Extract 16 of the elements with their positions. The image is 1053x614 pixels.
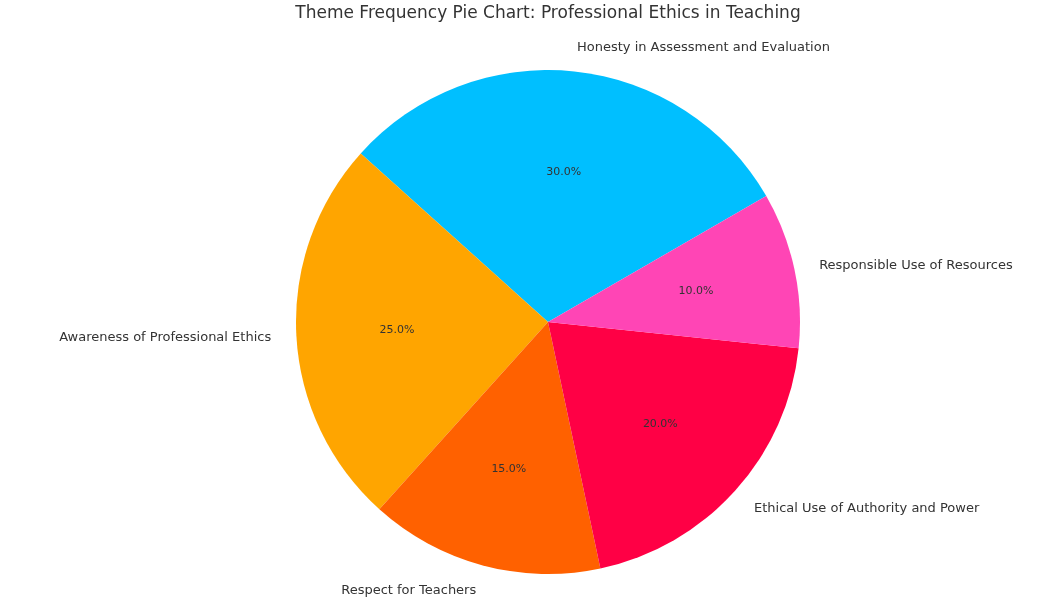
data-label: 15.0% — [491, 461, 527, 475]
pie-slice — [548, 322, 799, 569]
pie-slice — [548, 196, 800, 349]
slice-label: Ethical Use of Authority and Power — [754, 499, 980, 515]
slice-label: Honesty in Assessment and Evaluation — [576, 38, 830, 54]
data-label: 25.0% — [379, 323, 415, 337]
slice-label: Awareness of Professional Ethics — [59, 329, 272, 345]
slice-label: Respect for Teachers — [341, 582, 477, 598]
slice-label: Responsible Use of Resources — [819, 256, 1013, 272]
data-label: 30.0% — [546, 165, 582, 179]
chart-title: Theme Frequency Pie Chart: Professional Ethics in Teaching — [294, 2, 801, 22]
pie-slice — [360, 70, 767, 322]
pie-slice — [379, 322, 601, 574]
pie-slice — [296, 153, 548, 510]
data-label: 10.0% — [678, 284, 714, 298]
data-label: 20.0% — [642, 416, 678, 430]
